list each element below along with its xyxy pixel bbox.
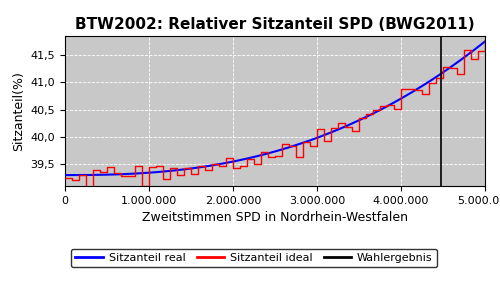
X-axis label: Zweitstimmen SPD in Nordrhein-Westfalen: Zweitstimmen SPD in Nordrhein-Westfalen [142, 211, 408, 224]
Title: BTW2002: Relativer Sitzanteil SPD (BWG2011): BTW2002: Relativer Sitzanteil SPD (BWG20… [75, 17, 475, 32]
Legend: Sitzanteil real, Sitzanteil ideal, Wahlergebnis: Sitzanteil real, Sitzanteil ideal, Wahle… [71, 249, 437, 267]
Y-axis label: Sitzanteil(%): Sitzanteil(%) [12, 71, 25, 151]
